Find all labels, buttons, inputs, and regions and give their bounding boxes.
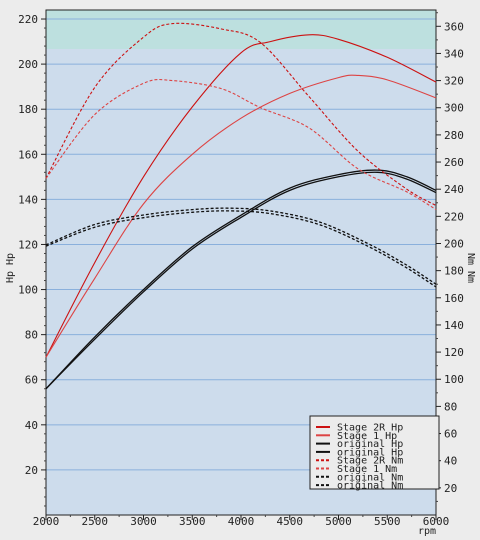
right-tick-label: 60 [444, 428, 457, 441]
left-tick-label: 220 [18, 13, 38, 26]
right-tick-label: 260 [444, 156, 464, 169]
right-axis-label: Nm Nm [465, 253, 476, 283]
x-axis-label: rpm [418, 526, 436, 537]
x-tick-label: 3000 [130, 515, 157, 528]
right-tick-label: 200 [444, 237, 464, 250]
series-line [45, 74, 437, 358]
legend-label: original Nm [337, 472, 403, 483]
x-tick-label: 5000 [325, 515, 352, 528]
plot-band [46, 10, 436, 49]
legend-box [309, 415, 440, 490]
series-line [45, 78, 437, 211]
left-tick-label: 120 [18, 238, 38, 251]
axes: 20 40 60 80 100 120 140 160 180 200 220 20 40 60 80 100… [18, 12, 464, 528]
legend-label: original Hp [337, 447, 403, 458]
legend-label: Stage 2R Nm [337, 456, 403, 467]
left-tick-label: 40 [25, 419, 38, 432]
right-tick-label: 220 [444, 210, 464, 223]
left-tick-label: 20 [25, 464, 38, 477]
right-tick-label: 240 [444, 183, 464, 196]
legend-label: Stage 2R Hp [337, 423, 403, 434]
legend-label: Stage 1 Nm [337, 464, 397, 475]
right-tick-label: 320 [444, 75, 464, 88]
x-tick-label: 6000 [423, 515, 450, 528]
left-tick-label: 100 [18, 284, 38, 297]
right-tick-label: 20 [444, 482, 457, 495]
left-tick-label: 80 [25, 329, 38, 342]
x-tick-label: 2500 [82, 515, 109, 528]
right-tick-label: 340 [444, 47, 464, 60]
right-tick-label: 160 [444, 292, 464, 305]
left-tick-label: 200 [18, 58, 38, 71]
series-line [45, 22, 437, 206]
legend-label: original Nm [337, 481, 403, 492]
right-tick-label: 280 [444, 129, 464, 142]
gridlines [46, 18, 436, 471]
left-tick-label: 180 [18, 103, 38, 116]
right-tick-label: 80 [444, 400, 457, 413]
x-tick-label: 5500 [374, 515, 401, 528]
x-tick-label: 4500 [277, 515, 304, 528]
left-tick-label: 140 [18, 193, 38, 206]
series-line [45, 34, 437, 358]
x-tick-label: 4000 [228, 515, 255, 528]
right-tick-label: 360 [444, 20, 464, 33]
series-lines [45, 22, 437, 390]
legend-label: original Hp [337, 439, 403, 450]
x-tick-label: 2000 [33, 515, 60, 528]
right-tick-label: 100 [444, 373, 464, 386]
series-line [45, 207, 437, 285]
right-tick-label: 40 [444, 455, 457, 468]
right-tick-label: 140 [444, 319, 464, 332]
right-tick-label: 180 [444, 265, 464, 278]
right-tick-label: 120 [444, 346, 464, 359]
series-line [45, 169, 437, 390]
series-line [45, 171, 437, 390]
series-line [45, 210, 437, 288]
left-axis-label: Hp Hp [5, 253, 16, 283]
x-tick-label: 3500 [179, 515, 206, 528]
left-tick-label: 60 [25, 374, 38, 387]
legend-label: Stage 1 Hp [337, 431, 397, 442]
right-tick-label: 300 [444, 102, 464, 115]
left-tick-label: 160 [18, 148, 38, 161]
